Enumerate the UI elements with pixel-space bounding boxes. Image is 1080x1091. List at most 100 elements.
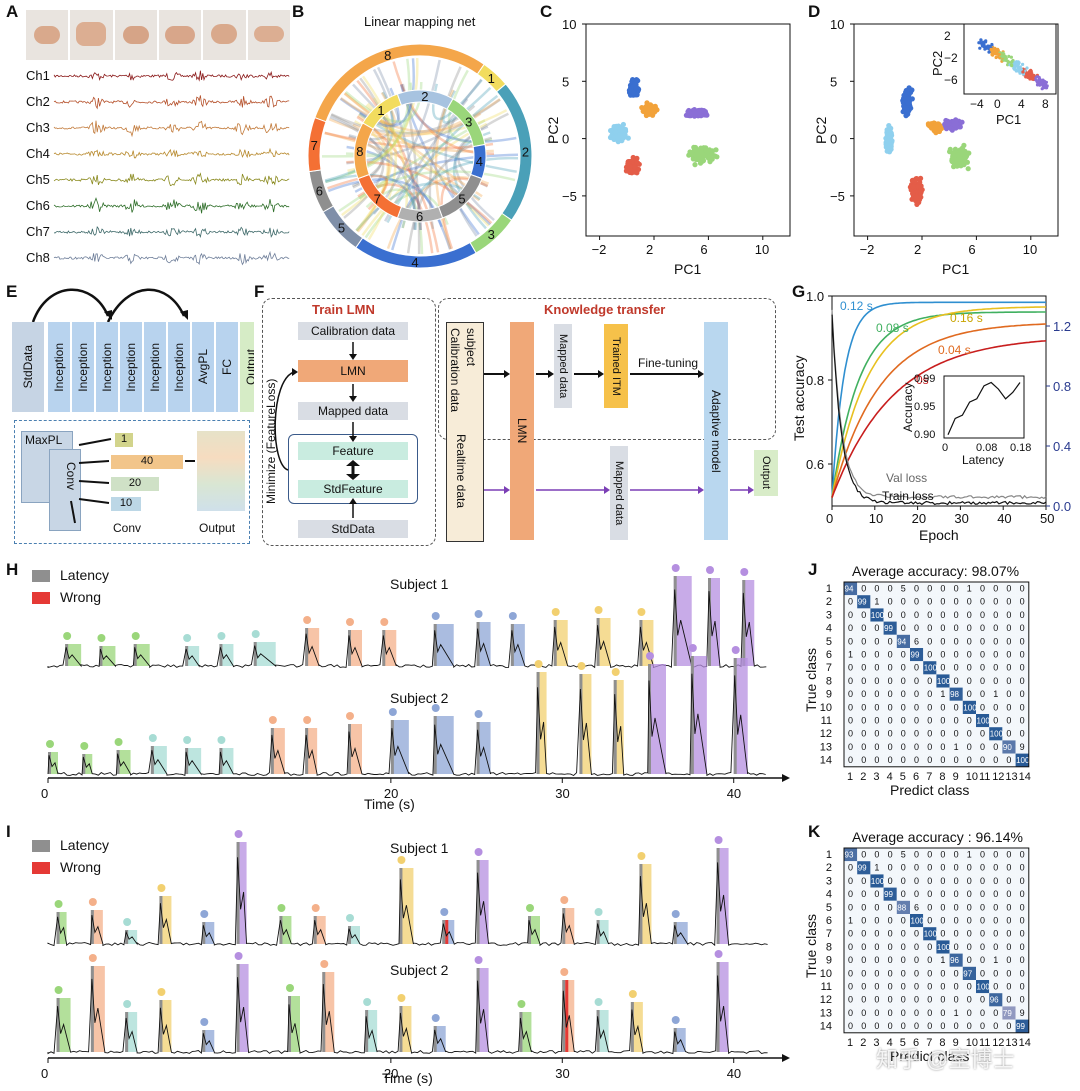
matrix-value: 0 <box>848 889 853 899</box>
scatter-point <box>611 124 617 130</box>
matrix-cell <box>870 634 884 648</box>
matrix-value: 0 <box>967 916 972 926</box>
matrix-value: 0 <box>888 636 893 646</box>
matrix-value: 0 <box>888 742 893 752</box>
scatter-point <box>649 105 655 111</box>
matrix-cell <box>896 714 910 728</box>
matrix-value: 0 <box>888 850 893 860</box>
matrix-value: 0 <box>861 929 866 939</box>
subject-2-label: Subject 2 <box>390 962 449 978</box>
panel-a-emg-signals: Ch1 Ch2 Ch3 Ch4 Ch5 Ch6 Ch7 Ch8 <box>24 10 292 272</box>
matrix-cell <box>910 966 924 980</box>
matrix-value: 0 <box>993 676 998 686</box>
matrix-value: 0 <box>940 863 945 873</box>
matrix-cell <box>857 687 871 701</box>
gesture-window <box>253 642 276 666</box>
matrix-value: 0 <box>993 597 998 607</box>
scatter-point <box>886 138 892 144</box>
matrix-value: 0 <box>980 942 985 952</box>
matrix-value: 0 <box>914 742 919 752</box>
matrix-cell <box>989 1006 1003 1020</box>
matrix-cell <box>962 608 976 622</box>
matrix-value: 0 <box>874 742 879 752</box>
matrix-cell <box>870 900 884 914</box>
matrix-cell <box>989 674 1003 688</box>
matrix-value: 0 <box>901 650 906 660</box>
row-tick-label: 14 <box>820 755 832 767</box>
knowledge-transfer-box <box>438 298 776 440</box>
matrix-value: 0 <box>954 1021 959 1031</box>
latency-bar <box>519 1012 523 1052</box>
matrix-cell <box>870 914 884 928</box>
matrix-cell <box>1002 927 1016 941</box>
row-tick-label: 14 <box>820 1021 832 1033</box>
outer-arc-label: 5 <box>338 221 345 236</box>
matrix-cell <box>1015 674 1029 688</box>
matrix-value: 0 <box>940 968 945 978</box>
matrix-value: 0 <box>861 623 866 633</box>
row-tick-label: 12 <box>820 994 832 1006</box>
plot-frame <box>585 23 791 237</box>
matrix-cell <box>883 993 897 1007</box>
matrix-value: 0 <box>1006 889 1011 899</box>
matrix-value: 5 <box>901 584 906 594</box>
matrix-value: 0 <box>980 650 985 660</box>
matrix-cell <box>883 687 897 701</box>
panel-label-e: E <box>6 282 18 301</box>
matrix-cell <box>1015 621 1029 635</box>
accuracy-curve <box>831 306 1046 498</box>
latency-bar <box>322 972 326 1052</box>
inset-point <box>979 38 983 42</box>
matrix-value: 0 <box>861 1021 866 1031</box>
matrix-cell <box>870 927 884 941</box>
matrix-cell <box>936 993 950 1007</box>
x-tick-label: 20 <box>384 786 398 801</box>
latency-bar <box>236 842 240 944</box>
col-tick-label: 3 <box>873 771 879 783</box>
matrix-cell <box>949 687 963 701</box>
matrix-value: 99 <box>911 651 920 660</box>
matrix-cell <box>1002 595 1016 609</box>
y-right-tick-label: 0.8 <box>1053 379 1071 394</box>
matrix-value: 0 <box>901 916 906 926</box>
matrix-cell <box>989 900 1003 914</box>
matrix-cell <box>989 687 1003 701</box>
matrix-cell <box>1015 582 1029 596</box>
matrix-value: 0 <box>967 597 972 607</box>
row-tick-label: 11 <box>821 715 832 727</box>
matrix-value: 0 <box>1006 610 1011 620</box>
col-tick-label: 10 <box>966 771 978 783</box>
matrix-cell <box>910 927 924 941</box>
realtime-traces-h: 0 20 30 40 <box>41 564 790 801</box>
inset-y-tick-label: 0.95 <box>914 401 935 413</box>
matrix-value: 0 <box>914 955 919 965</box>
scatter-point <box>626 87 632 93</box>
matrix-value: 0 <box>940 876 945 886</box>
matrix-cell <box>857 753 871 767</box>
matrix-cell <box>883 648 897 662</box>
accuracy-curve <box>831 301 1046 498</box>
row-tick-label: 4 <box>826 889 832 901</box>
matrix-cell <box>936 887 950 901</box>
inset-point <box>983 47 987 51</box>
panel-c-pca: −2 2 6 10 10 5 0 −5 PC1 PC2 <box>540 10 808 280</box>
matrix-cell <box>936 874 950 888</box>
matrix-cell <box>949 953 963 967</box>
matrix-value: 0 <box>993 916 998 926</box>
panel-label-b: B <box>292 2 305 21</box>
latency-bar <box>56 912 60 944</box>
matrix-value: 0 <box>1020 902 1025 912</box>
matrix-value: 0 <box>993 1008 998 1018</box>
matrix-value: 0 <box>1006 663 1011 673</box>
matrix-value: 0 <box>901 610 906 620</box>
matrix-cell <box>989 940 1003 954</box>
matrix-value: 0 <box>848 597 853 607</box>
inset-point <box>984 39 988 43</box>
col-tick-label: 14 <box>1019 1037 1031 1049</box>
detail-arrows <box>70 438 195 524</box>
matrix-cell <box>989 953 1003 967</box>
matrix-cell <box>923 582 937 596</box>
row-tick-label: 10 <box>820 702 832 714</box>
matrix-cell <box>910 848 924 862</box>
matrix-value: 0 <box>927 623 932 633</box>
